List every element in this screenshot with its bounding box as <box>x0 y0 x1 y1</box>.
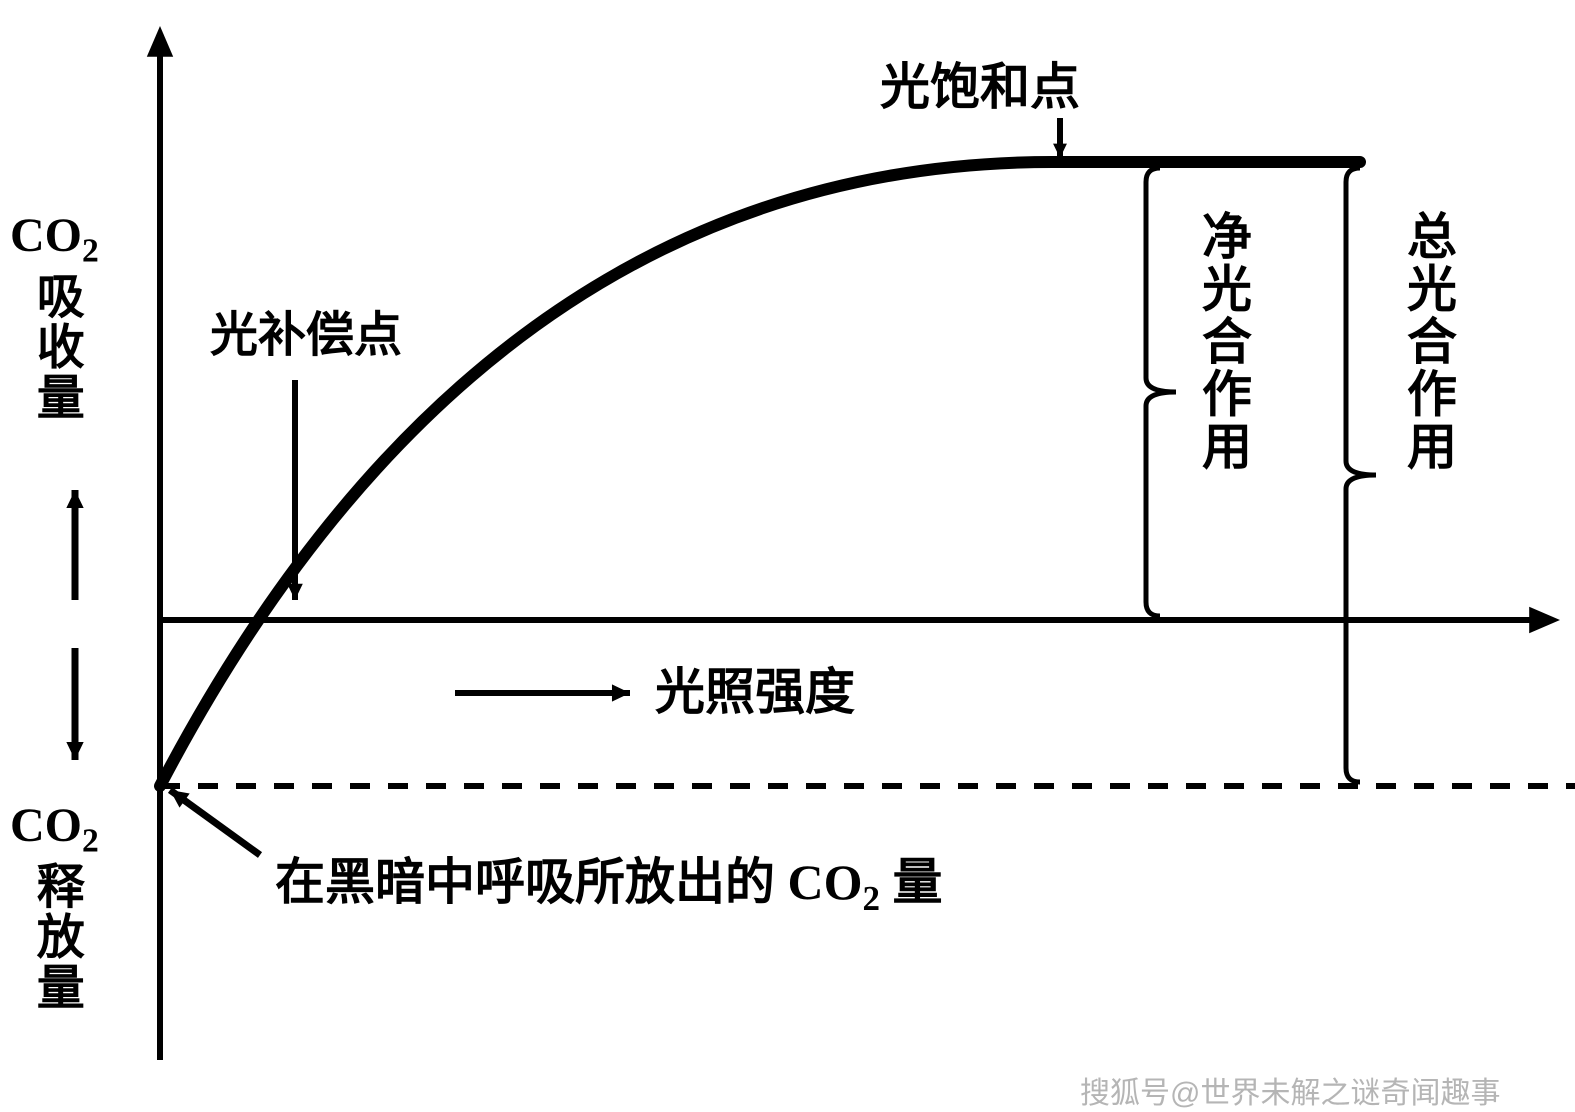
x-axis-label: 光照强度 <box>655 665 855 720</box>
y-lower-label: CO2 释放量 <box>10 800 186 1024</box>
dark-respiration-label: 在黑暗中呼吸所放出的 CO2 量 <box>275 855 943 919</box>
release-text: 释放量 <box>28 861 81 1012</box>
watermark-text: 搜狐号@世界未解之谜奇闻趣事 <box>1080 1068 1500 1112</box>
co2-text: CO2 <box>10 209 99 262</box>
absorb-text: 吸收量 <box>28 271 81 422</box>
photosynthesis-diagram <box>0 0 1575 1110</box>
saturation-point-label: 光饱和点 <box>880 60 1080 115</box>
gross-photosynthesis-label: 总光合作用 <box>1400 210 1455 473</box>
co2-text-lower: CO2 <box>10 799 99 852</box>
compensation-point-label: 光补偿点 <box>210 310 402 363</box>
y-upper-label: CO2 吸收量 <box>10 210 186 434</box>
net-photosynthesis-label: 净光合作用 <box>1195 210 1250 473</box>
